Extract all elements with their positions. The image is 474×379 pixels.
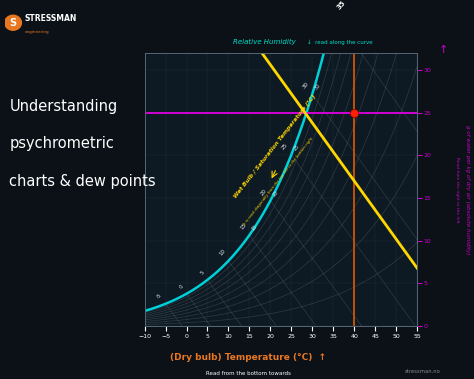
Text: STRESSMAN: STRESSMAN: [25, 14, 77, 23]
Text: charts & dew points: charts & dew points: [9, 174, 156, 190]
Text: 15: 15: [239, 222, 247, 231]
Text: It is read diagonally from the top left to the bottom right: It is read diagonally from the top left …: [243, 136, 314, 226]
Text: Relative Humidity: Relative Humidity: [233, 39, 296, 45]
Y-axis label: g of water per kg of dry air (absolute humidity): g of water per kg of dry air (absolute h…: [465, 125, 470, 254]
Text: 20: 20: [260, 188, 268, 196]
Text: 5: 5: [199, 270, 205, 276]
Text: 25: 25: [281, 142, 289, 150]
Text: -5: -5: [156, 292, 164, 299]
Text: 35: 35: [335, 0, 346, 10]
Text: psychrometric: psychrometric: [9, 136, 114, 152]
Point: [350, 110, 358, 116]
Text: 20: 20: [272, 189, 280, 197]
Text: Read from the right to the left: Read from the right to the left: [456, 157, 459, 222]
Text: (Dry bulb) Temperature (°C)  ↑: (Dry bulb) Temperature (°C) ↑: [170, 353, 326, 362]
Text: engineering: engineering: [25, 30, 49, 34]
Text: 0: 0: [178, 283, 184, 290]
Text: 15: 15: [251, 224, 258, 232]
Text: 25: 25: [292, 143, 301, 151]
Text: 30: 30: [313, 83, 321, 91]
Text: Wet Bulb / Saturation Temperature (°C): Wet Bulb / Saturation Temperature (°C): [233, 94, 317, 199]
Text: ↑: ↑: [438, 45, 448, 55]
Text: Understanding: Understanding: [9, 99, 118, 114]
Text: 10: 10: [218, 248, 226, 257]
Text: Read from the bottom towards: Read from the bottom towards: [206, 371, 291, 376]
Circle shape: [5, 15, 21, 30]
Text: stressman.no: stressman.no: [405, 369, 441, 374]
Text: S: S: [9, 18, 17, 28]
Text: 30: 30: [302, 81, 310, 90]
Text: ↓  read along the curve: ↓ read along the curve: [307, 39, 373, 45]
